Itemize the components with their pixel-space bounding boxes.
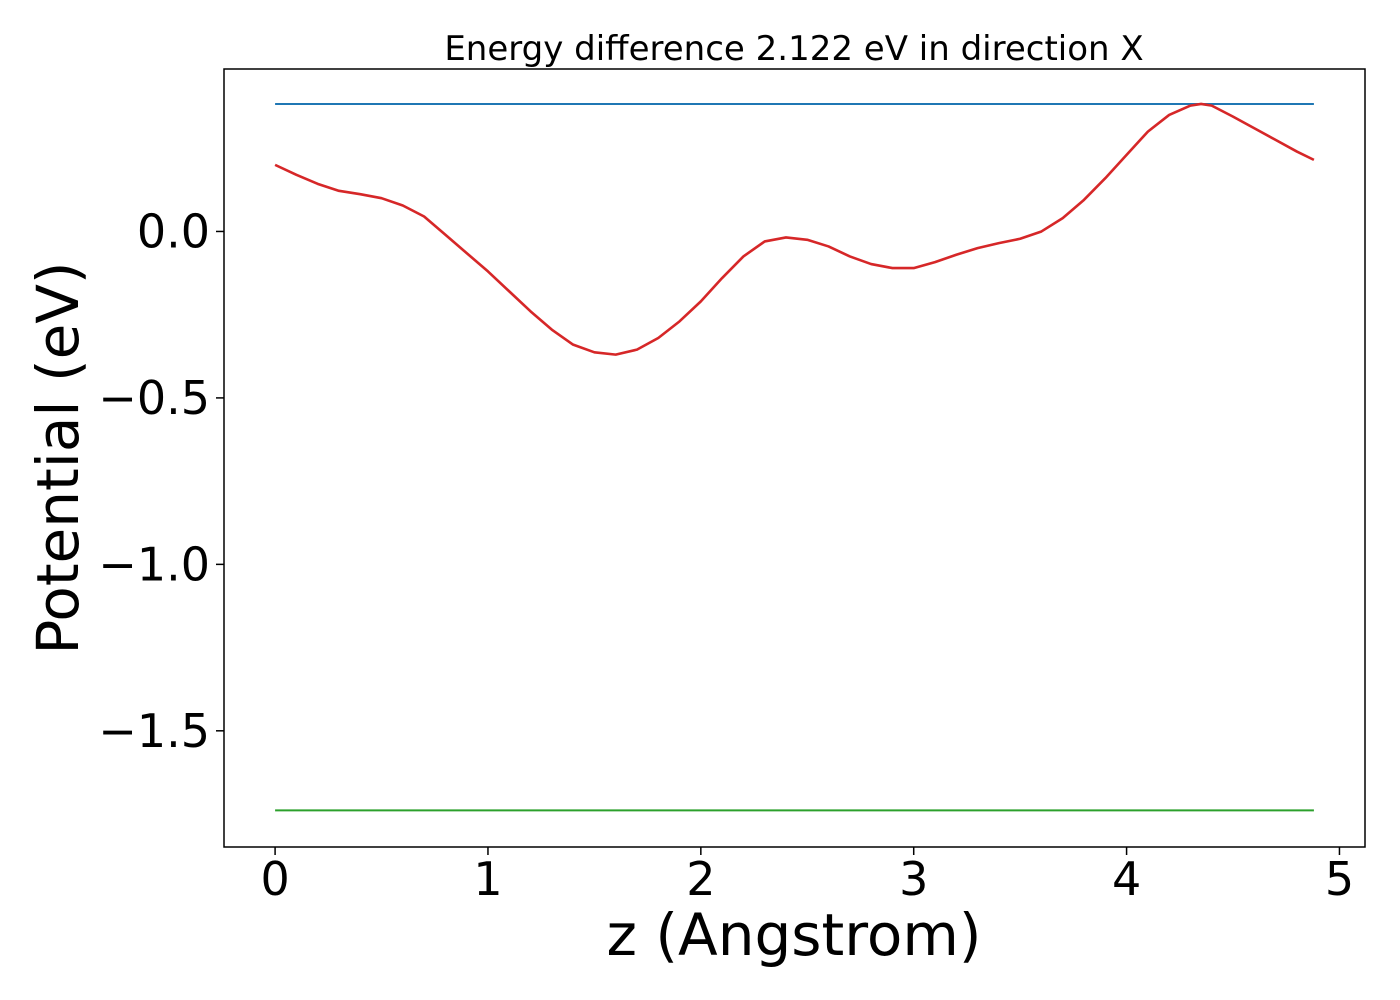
- plot-frame: [223, 68, 1366, 848]
- y-tick-label: −1.5: [98, 704, 210, 758]
- chart-title: Energy difference 2.122 eV in direction …: [444, 29, 1143, 69]
- y-axis-label: Potential (eV): [24, 261, 92, 654]
- y-tick-label: −1.0: [98, 537, 210, 591]
- x-axis-ticks: 0 1 2 3 4 5: [260, 847, 1354, 906]
- x-tick-label: 3: [899, 852, 928, 906]
- x-tick-label: 1: [473, 852, 502, 906]
- series-line-2: [274, 102, 1315, 356]
- x-tick-label: 4: [1112, 852, 1141, 906]
- x-tick-label: 2: [686, 852, 715, 906]
- y-tick-label: −0.5: [98, 371, 210, 425]
- y-tick-label: 0.0: [137, 204, 210, 258]
- y-axis-ticks: 0.0 −0.5 −1.0 −1.5: [98, 204, 224, 758]
- x-tick-label: 0: [260, 852, 289, 906]
- series-layer: [274, 102, 1315, 812]
- x-axis-label: z (Angstrom): [607, 901, 982, 969]
- x-tick-label: 5: [1325, 852, 1354, 906]
